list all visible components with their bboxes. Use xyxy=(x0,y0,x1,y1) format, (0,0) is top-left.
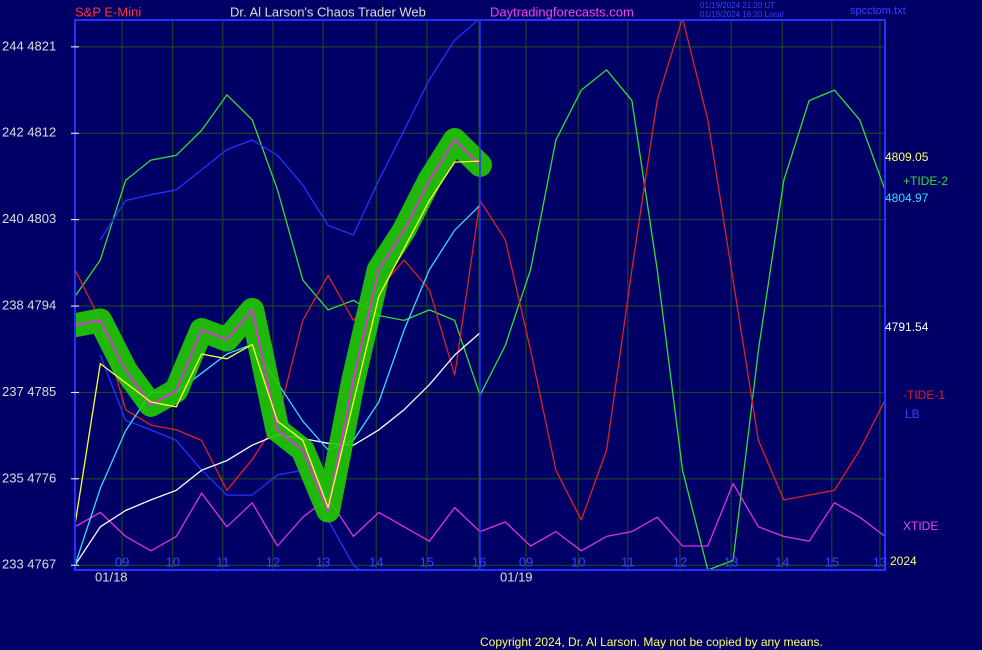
time-ut: 01/19/2024 21:20 UT xyxy=(700,1,775,10)
x-tick-label: 12 xyxy=(673,554,687,569)
x-tick-label: 13 xyxy=(724,554,738,569)
x-tick-label: 13 xyxy=(873,554,887,569)
y-tick-label: 235 4776 xyxy=(2,470,56,485)
series-line xyxy=(75,160,481,526)
header-title: Dr. Al Larson's Chaos Trader Web xyxy=(230,4,426,19)
series-label: 4809.05 xyxy=(885,150,929,164)
date-label: 01/19 xyxy=(500,569,533,584)
x-tick-label: 16 xyxy=(472,554,486,569)
series-label: 4791.54 xyxy=(885,320,929,334)
y-tick-label: 244 4821 xyxy=(2,38,56,53)
series-line xyxy=(75,139,481,512)
y-tick-label: 238 4794 xyxy=(2,297,56,312)
series-label: XTIDE xyxy=(903,519,938,533)
x-tick-label: 12 xyxy=(266,554,280,569)
symbol: S&P E-Mini xyxy=(75,4,141,19)
x-tick-label: 09 xyxy=(115,554,129,569)
x-tick-label: 14 xyxy=(775,554,789,569)
series-label: LB xyxy=(905,407,920,421)
year-label: 2024 xyxy=(890,554,917,568)
date-label: 01/18 xyxy=(95,569,128,584)
y-tick-label: 237 4785 xyxy=(2,384,56,399)
x-tick-label: 15 xyxy=(825,554,839,569)
x-tick-label: 15 xyxy=(420,554,434,569)
x-tick-label: 09 xyxy=(519,554,533,569)
file-name: spcctom.txt xyxy=(850,5,906,17)
x-tick-label: 11 xyxy=(216,554,230,569)
y-tick-label: 242 4812 xyxy=(2,125,56,140)
series-label: -TIDE-1 xyxy=(903,388,945,402)
time-local: 01/19/2024 16:20 Local xyxy=(700,10,784,19)
series-label: +TIDE-2 xyxy=(903,174,948,188)
series-line xyxy=(99,354,361,570)
x-tick-label: 13 xyxy=(316,554,330,569)
x-tick-label: 10 xyxy=(165,554,179,569)
y-tick-label: 240 4803 xyxy=(2,211,56,226)
series-line xyxy=(99,20,479,241)
x-tick-label: 10 xyxy=(571,554,585,569)
x-tick-label: 11 xyxy=(621,554,635,569)
site: Daytradingforecasts.com xyxy=(490,4,634,19)
y-tick-label: 233 4767 xyxy=(2,557,56,572)
series-label: 4804.97 xyxy=(885,191,929,205)
x-tick-label: 14 xyxy=(369,554,383,569)
copyright: Copyright 2024, Dr. Al Larson. May not b… xyxy=(480,635,823,649)
